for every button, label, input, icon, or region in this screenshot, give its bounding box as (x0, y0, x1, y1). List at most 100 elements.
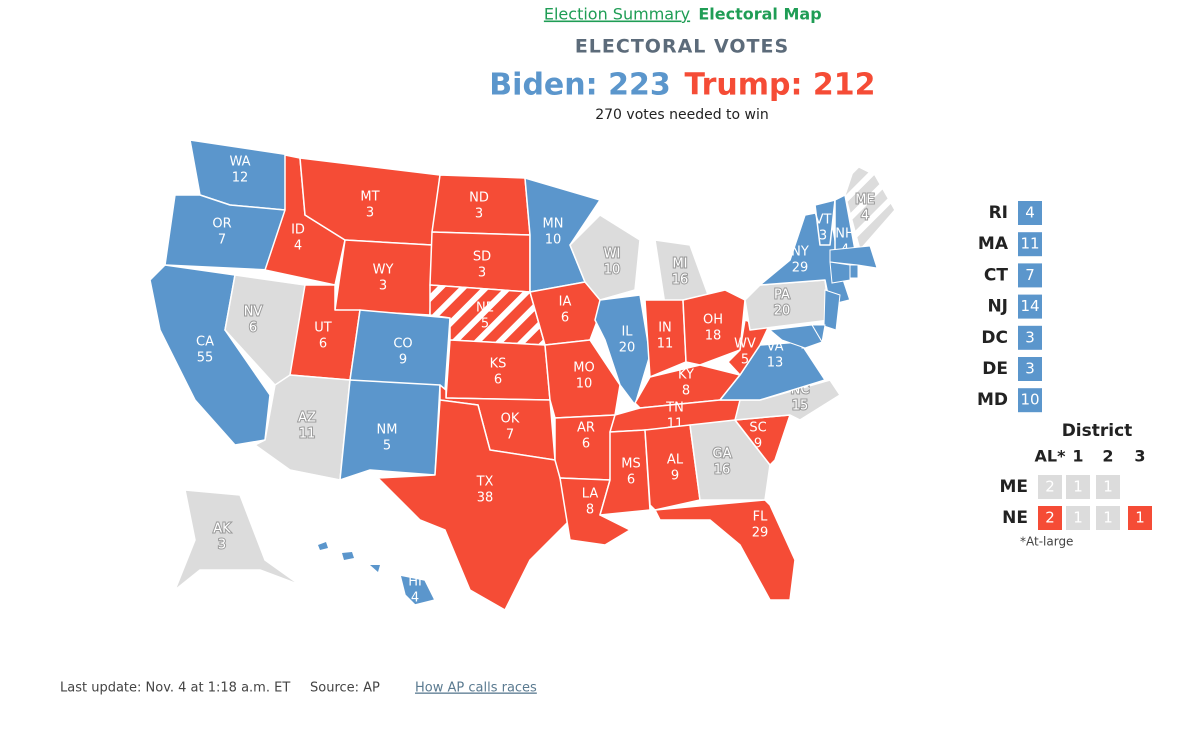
state-votes: 7 (506, 428, 514, 443)
state-votes: 6 (494, 373, 502, 388)
district-note: *At-large (1020, 535, 1073, 549)
state-abbr: AZ (298, 411, 316, 426)
state-votes: 11 (657, 337, 674, 352)
state-abbr: TN (665, 401, 684, 416)
map-link[interactable]: Electoral Map (698, 5, 821, 24)
vote-box (1018, 325, 1042, 350)
state-shape (377, 399, 576, 611)
state-abbr: GA (713, 447, 732, 462)
state-abbr: MI (672, 257, 687, 272)
district-box (1038, 506, 1062, 530)
small-state-votes: 3 (1025, 360, 1035, 378)
state-abbr: VA (767, 340, 784, 355)
small-state-abbr: CT (984, 265, 1008, 285)
state-abbr: IL (621, 325, 633, 340)
subtitle: 270 votes needed to win (595, 107, 769, 123)
state-abbr: UT (314, 321, 332, 336)
small-state-votes: 11 (1020, 235, 1039, 253)
state-votes: 8 (586, 503, 594, 518)
state-votes: 12 (232, 171, 249, 186)
state-shape (339, 379, 441, 481)
state-votes: 15 (792, 399, 809, 414)
island (318, 542, 328, 550)
state-shape (654, 499, 796, 601)
state-votes: 4 (411, 591, 419, 606)
small-state-abbr: DE (982, 359, 1008, 379)
district-box (1038, 475, 1062, 499)
district-title: District (1062, 421, 1133, 441)
state-votes: 29 (752, 526, 769, 541)
district-state: ME (999, 477, 1028, 497)
district-votes: 1 (1103, 478, 1113, 496)
district-box (1066, 506, 1090, 530)
state-abbr: WV (734, 337, 756, 352)
state-shape (399, 574, 436, 606)
state-votes: 3 (478, 266, 486, 281)
small-state-abbr: NJ (987, 297, 1008, 317)
state-votes: 4 (861, 209, 869, 224)
state-votes: 9 (399, 353, 407, 368)
state-abbr: AK (213, 522, 231, 537)
state-abbr: AR (577, 421, 595, 436)
state-abbr: IN (658, 321, 672, 336)
state-abbr: NE (476, 301, 494, 316)
small-state-abbr: RI (989, 203, 1008, 223)
title: ELECTORAL VOTES (575, 36, 789, 58)
methodology-link[interactable]: How AP calls races (415, 681, 537, 696)
island (342, 552, 354, 560)
state-shape (814, 199, 836, 246)
district-column: AL* (1035, 447, 1067, 466)
state-votes: 16 (714, 463, 731, 478)
state-votes: 20 (774, 304, 791, 319)
district-column: 2 (1102, 447, 1113, 466)
state-votes: 13 (767, 356, 784, 371)
state-votes: 6 (249, 321, 257, 336)
biden-total: Biden: 223 (489, 68, 670, 103)
state-abbr: OR (212, 217, 231, 232)
state-shape (644, 424, 701, 511)
state-votes: 16 (672, 273, 689, 288)
state-shape (594, 294, 651, 406)
state-votes: 6 (561, 311, 569, 326)
state-votes: 29 (792, 261, 809, 276)
vote-box (1018, 263, 1042, 288)
small-state-votes: 14 (1020, 297, 1039, 315)
district-box (1096, 475, 1120, 499)
district-box (1066, 475, 1090, 499)
state-shape (569, 214, 641, 301)
state-abbr: OH (703, 313, 723, 328)
vote-box (1018, 357, 1042, 381)
state-votes: 9 (671, 469, 679, 484)
state-abbr: CA (196, 335, 214, 350)
state-abbr: SC (749, 421, 766, 436)
state-votes: 3 (218, 538, 226, 553)
trump-total: Trump: 212 (684, 68, 875, 103)
state-abbr: KY (678, 368, 694, 383)
district-state: NE (1002, 508, 1028, 528)
state-votes: 6 (582, 437, 590, 452)
state-votes: 3 (475, 207, 483, 222)
state-votes: 20 (619, 341, 636, 356)
district-votes: 1 (1073, 509, 1083, 527)
vote-box (1018, 388, 1042, 413)
vote-box (1018, 232, 1042, 257)
state-abbr: NH (835, 227, 855, 242)
state-votes: 3 (819, 229, 827, 244)
last-update: Last update: Nov. 4 at 1:18 a.m. ET (60, 681, 290, 696)
state-votes: 7 (218, 233, 226, 248)
district-votes: 1 (1103, 509, 1113, 527)
small-state-votes: 10 (1020, 391, 1039, 409)
state-votes: 10 (604, 263, 621, 278)
island (370, 565, 380, 572)
small-state-votes: 4 (1025, 204, 1035, 222)
state-shape (174, 489, 301, 591)
summary-link[interactable]: Election Summary (544, 5, 690, 24)
small-state-shape (829, 245, 878, 269)
state-abbr: HI (408, 575, 422, 590)
small-state-votes: 7 (1025, 266, 1035, 284)
state-votes: 5 (481, 317, 489, 332)
state-abbr: PA (774, 288, 790, 303)
state-votes: 5 (741, 353, 749, 368)
district-column: 3 (1134, 447, 1145, 466)
